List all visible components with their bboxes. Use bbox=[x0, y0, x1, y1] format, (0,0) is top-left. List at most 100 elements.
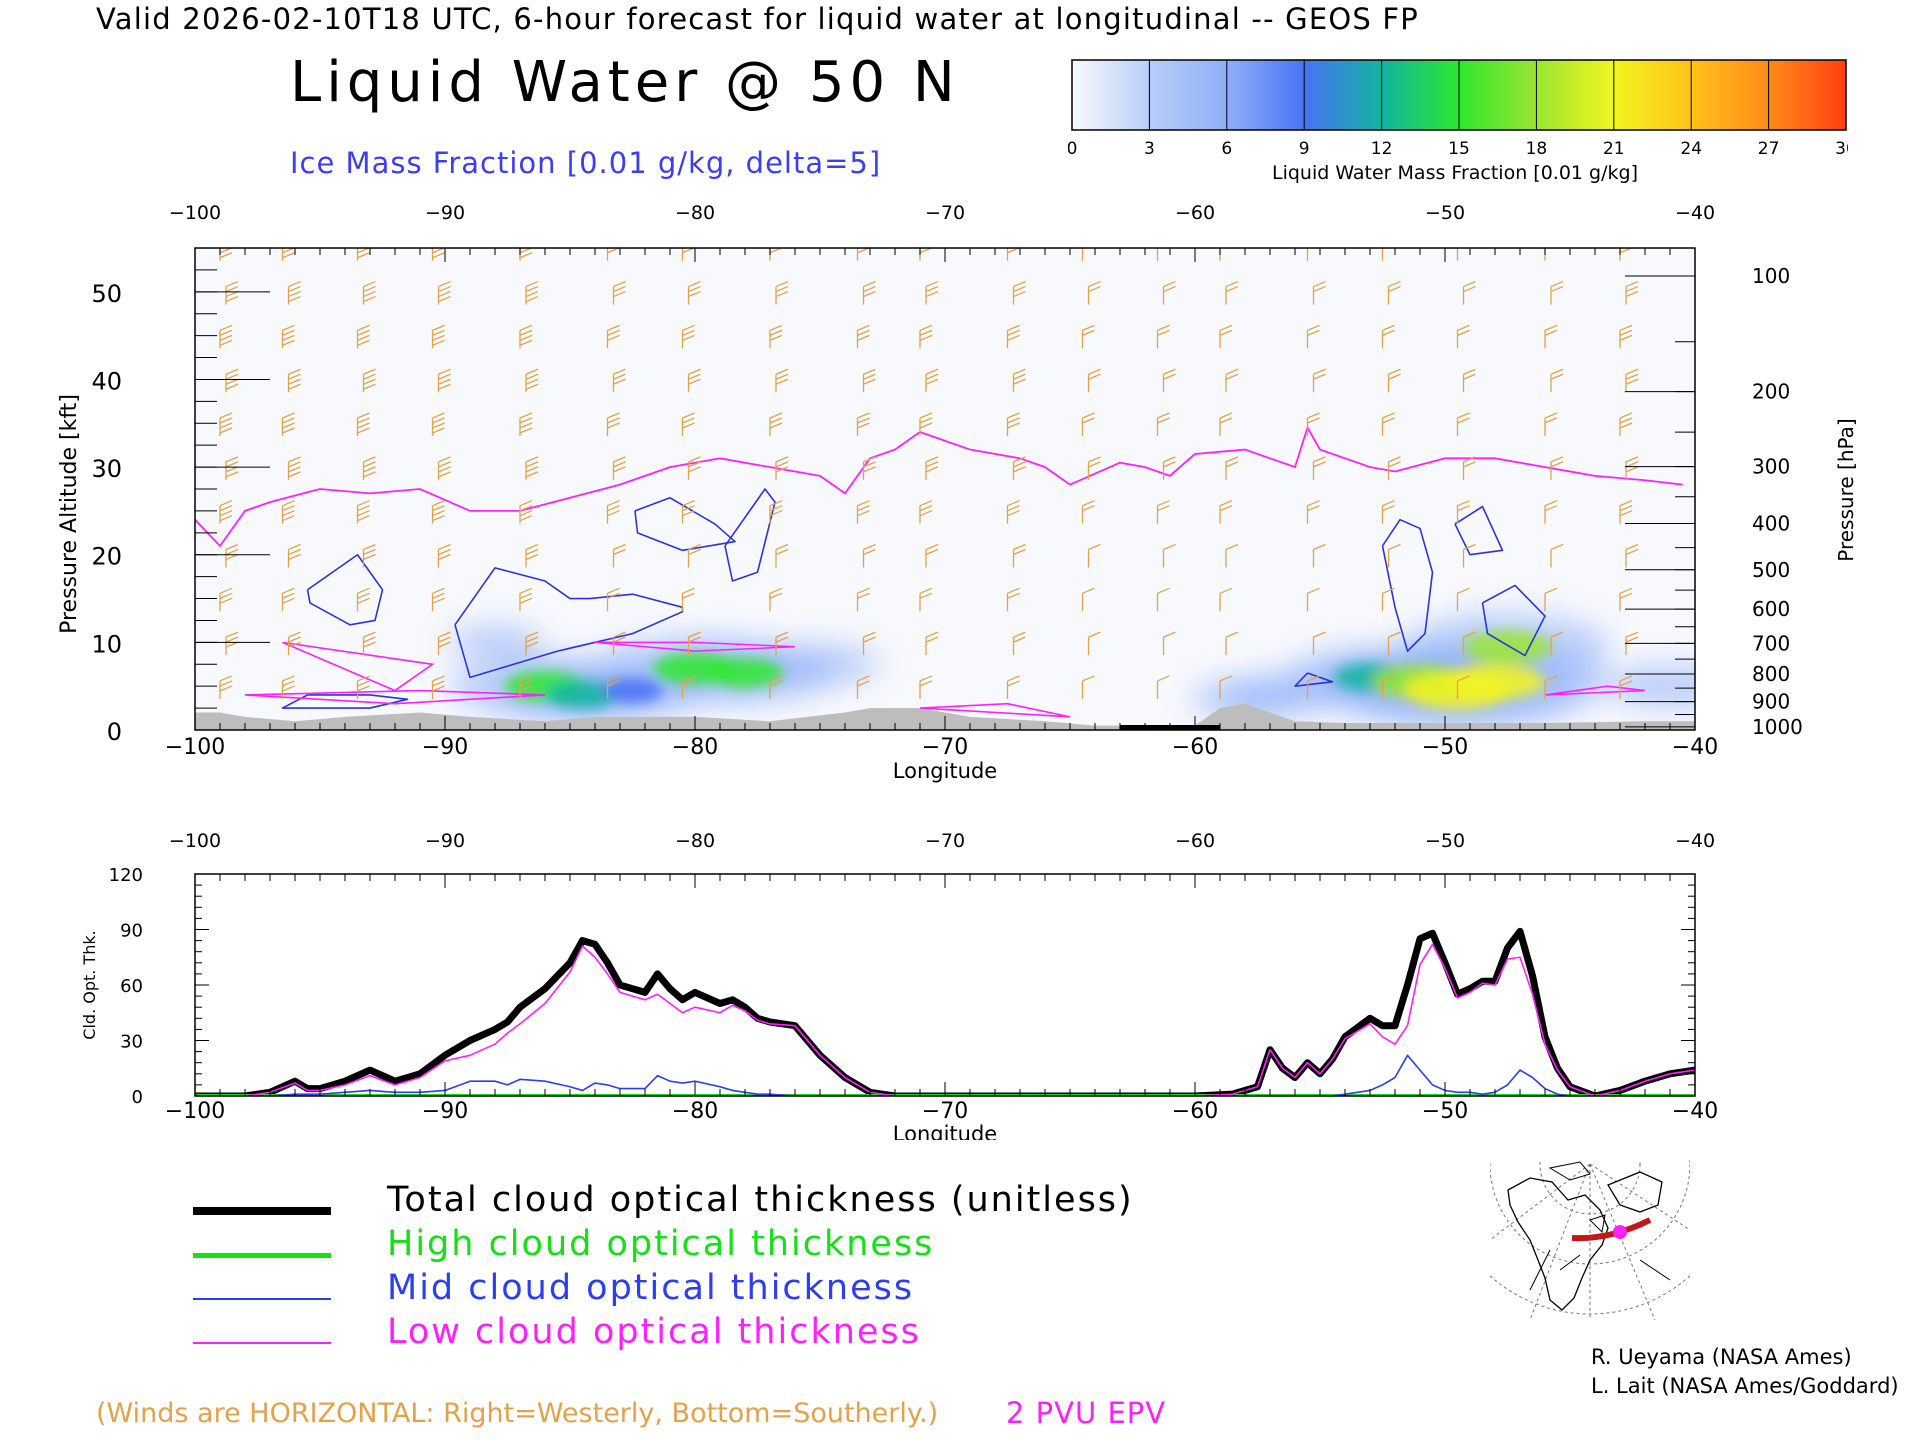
wind-barb bbox=[925, 543, 939, 568]
wind-barb bbox=[1625, 280, 1639, 305]
wind-barb bbox=[519, 412, 533, 437]
wind-barb bbox=[1387, 543, 1401, 568]
colorbar-tick-label: 6 bbox=[1221, 139, 1232, 159]
wind-barb bbox=[1219, 412, 1233, 437]
wind-barb bbox=[606, 324, 620, 349]
wind-barb bbox=[1462, 456, 1476, 480]
colorbar-tick-label: 27 bbox=[1758, 139, 1780, 159]
wind-barb bbox=[1156, 500, 1170, 524]
wind-barb bbox=[281, 412, 295, 437]
series-line bbox=[195, 1054, 1695, 1096]
top-plot-content bbox=[195, 248, 1695, 730]
wind-barb bbox=[1006, 324, 1020, 349]
wind-barb bbox=[1219, 587, 1233, 612]
wind-barb bbox=[769, 324, 783, 349]
wind-barb bbox=[437, 280, 451, 305]
chart-title: Liquid Water @ 50 N bbox=[290, 50, 960, 115]
pvu-epv-label: 2 PVU EPV bbox=[1006, 1396, 1167, 1430]
bottom-plot-content bbox=[195, 927, 1695, 1096]
wind-barb bbox=[431, 412, 445, 437]
magenta-contour bbox=[594, 641, 796, 652]
y-tick-label: 20 bbox=[91, 543, 122, 571]
top-axis-label: −50 bbox=[1425, 830, 1465, 852]
colorbar: 0 3 6 9 12 15 18 21 24 27 30 bbox=[1068, 59, 1848, 159]
wind-barb bbox=[681, 412, 695, 437]
wind-barb bbox=[1081, 675, 1095, 699]
wind-barb bbox=[925, 631, 939, 656]
wind-barb bbox=[1619, 412, 1633, 437]
x-tick-label: −80 bbox=[672, 735, 718, 760]
x-tick-label: −90 bbox=[422, 735, 468, 760]
wind-barb bbox=[1462, 280, 1476, 305]
wind-barb bbox=[1625, 368, 1639, 393]
magenta-contour bbox=[244, 689, 546, 705]
liquid-water-core bbox=[1463, 630, 1552, 664]
top-axis-label: −70 bbox=[925, 202, 965, 224]
wind-barb bbox=[362, 543, 376, 568]
wind-barb bbox=[1387, 280, 1401, 305]
wind-barb bbox=[769, 500, 783, 524]
wind-barb bbox=[1381, 500, 1395, 524]
wind-barb bbox=[1225, 456, 1239, 480]
top-axis-label: −100 bbox=[169, 202, 221, 224]
y-tick-label: 50 bbox=[91, 280, 122, 308]
wind-barb bbox=[219, 500, 233, 524]
wind-barb bbox=[1006, 675, 1020, 699]
wind-barb bbox=[1387, 368, 1401, 393]
wind-barb bbox=[1625, 543, 1639, 568]
series-line bbox=[195, 927, 1695, 1096]
top-axis-label: −80 bbox=[675, 830, 715, 852]
wind-barb bbox=[1456, 324, 1470, 349]
legend-low-line bbox=[193, 1342, 331, 1344]
wind-barb bbox=[1544, 500, 1558, 524]
wind-barb bbox=[775, 631, 789, 656]
y-tick-label: 90 bbox=[120, 921, 143, 942]
top-axis-label: −60 bbox=[1175, 202, 1215, 224]
wind-barb bbox=[1012, 456, 1026, 480]
wind-barb bbox=[219, 324, 233, 349]
wind-barb bbox=[775, 368, 789, 393]
wind-barb bbox=[1012, 631, 1026, 656]
wind-barb bbox=[862, 280, 876, 305]
pressure-tick-label: 200 bbox=[1752, 380, 1790, 404]
wind-barb bbox=[606, 412, 620, 437]
wind-barb bbox=[362, 456, 376, 480]
wind-barb bbox=[519, 500, 533, 524]
liquid-water-core bbox=[602, 678, 663, 704]
top-axis-label: −100 bbox=[169, 830, 221, 852]
map-meridians bbox=[1490, 1163, 1690, 1320]
series-line bbox=[195, 943, 1695, 1096]
wind-barb bbox=[769, 412, 783, 437]
wind-barb bbox=[856, 675, 870, 699]
magenta-contour bbox=[1544, 685, 1646, 696]
wind-barb bbox=[362, 368, 376, 393]
wind-barb bbox=[1306, 587, 1320, 612]
wind-barb bbox=[1625, 456, 1639, 480]
ice-mass-fraction-label: Ice Mass Fraction [0.01 g/kg, delta=5] bbox=[290, 146, 882, 180]
wind-barb bbox=[612, 368, 626, 393]
ice-contour bbox=[1381, 518, 1434, 652]
wind-barb bbox=[287, 543, 301, 568]
wind-barb bbox=[1012, 543, 1026, 568]
wind-barb bbox=[925, 456, 939, 480]
wind-barb bbox=[1225, 368, 1239, 393]
wind-barb bbox=[1162, 631, 1176, 656]
pressure-tick-label: 700 bbox=[1752, 631, 1790, 655]
ice-contour bbox=[306, 553, 384, 626]
wind-barb bbox=[1306, 324, 1320, 349]
wind-barb bbox=[1006, 412, 1020, 437]
wind-barb bbox=[287, 368, 301, 393]
wind-barb bbox=[681, 324, 695, 349]
pressure-tick-label: 400 bbox=[1752, 511, 1790, 535]
wind-barb bbox=[1619, 587, 1633, 612]
wind-barb bbox=[281, 324, 295, 349]
y-axis-title: Cld. Opt. Thk. bbox=[80, 930, 99, 1039]
wind-barb bbox=[1006, 248, 1020, 261]
wind-barb bbox=[1156, 324, 1170, 349]
wind-barb bbox=[356, 248, 370, 261]
legend-high-line bbox=[193, 1253, 331, 1258]
wind-barb bbox=[519, 675, 533, 699]
x-tick-label: −60 bbox=[1172, 1099, 1218, 1124]
wind-barb bbox=[1219, 500, 1233, 524]
wind-barb bbox=[1550, 631, 1564, 656]
